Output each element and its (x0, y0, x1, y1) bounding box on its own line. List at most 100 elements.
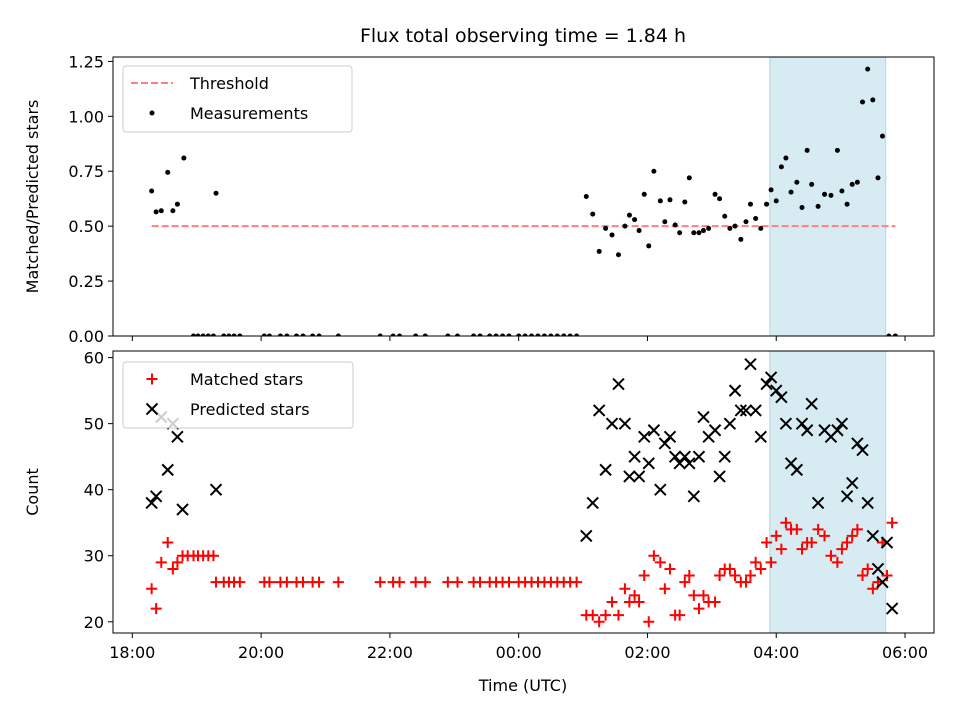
data-point (773, 198, 779, 204)
data-point (297, 576, 309, 588)
data-point (780, 517, 792, 529)
data-point (281, 576, 293, 588)
data-point (548, 333, 554, 336)
data-point (146, 583, 158, 595)
data-point (629, 589, 641, 601)
data-point (623, 596, 635, 608)
data-point (867, 583, 879, 595)
data-point (149, 188, 155, 194)
data-point (471, 333, 477, 336)
data-point (732, 223, 738, 229)
shaded-interval (769, 351, 887, 633)
data-point (170, 208, 176, 214)
data-point (714, 570, 726, 582)
data-point (226, 333, 232, 336)
data-point (775, 543, 787, 555)
data-point (738, 236, 744, 242)
data-point (866, 529, 880, 543)
legend-swatch-marker (146, 373, 158, 385)
data-point (713, 470, 726, 483)
data-point (593, 616, 605, 628)
data-point (851, 523, 863, 535)
data-point (686, 175, 692, 181)
data-point (846, 476, 859, 490)
legend-swatch-marker (149, 110, 155, 116)
data-point (770, 530, 782, 542)
x-tick-label: 06:00 (882, 643, 928, 662)
data-point (261, 333, 267, 336)
y-tick-label: 1.25 (68, 52, 104, 71)
data-point (885, 602, 899, 615)
data-point (831, 556, 843, 568)
data-point (743, 219, 749, 225)
data-point (672, 222, 678, 228)
legend-label: Predicted stars (190, 400, 310, 419)
data-point (761, 537, 773, 549)
data-point (374, 576, 386, 588)
data-point (825, 550, 837, 562)
data-point (413, 333, 419, 336)
data-point (632, 470, 646, 483)
data-point (600, 609, 612, 621)
y-tick-label: 1.00 (68, 107, 104, 126)
data-point (822, 191, 828, 197)
data-point (583, 194, 589, 199)
data-point (642, 457, 655, 470)
data-point (886, 333, 892, 336)
data-point (811, 496, 825, 510)
data-point (854, 179, 860, 185)
data-point (846, 530, 858, 542)
data-point (870, 97, 876, 103)
legend-box (122, 361, 354, 429)
data-point (677, 230, 683, 236)
data-point (638, 570, 650, 582)
data-point (231, 333, 237, 336)
data-point (839, 188, 845, 194)
data-point (158, 208, 164, 214)
data-point (723, 417, 737, 430)
data-point (659, 583, 671, 595)
data-point (332, 576, 344, 588)
data-point (747, 201, 753, 207)
data-point (586, 496, 599, 510)
data-point (648, 550, 660, 562)
y-axis-label: Matched/Predicted stars (23, 100, 42, 294)
data-point (658, 437, 672, 450)
data-point (554, 333, 560, 336)
data-point (794, 179, 800, 185)
data-point (806, 537, 818, 549)
data-point (618, 417, 632, 430)
series-measurements (149, 66, 898, 336)
data-point (700, 228, 706, 234)
data-point (775, 391, 788, 404)
data-point (210, 333, 216, 336)
data-point (313, 576, 325, 588)
y-tick-label: 60 (84, 349, 104, 368)
data-point (162, 537, 174, 549)
data-point (734, 404, 748, 417)
data-point (506, 333, 512, 336)
data-point (740, 576, 752, 588)
data-point (790, 463, 804, 477)
data-point (596, 248, 602, 254)
data-point (663, 430, 677, 444)
data-point (535, 333, 541, 336)
data-point (851, 437, 864, 450)
data-point (503, 576, 515, 588)
data-point (857, 570, 869, 582)
data-point (791, 523, 803, 535)
data-point (834, 147, 840, 153)
axes-frame (112, 350, 935, 634)
data-point (623, 470, 636, 483)
data-point (657, 198, 663, 204)
legend-label: Matched stars (190, 370, 303, 389)
series-matched-stars (146, 517, 898, 628)
bottom-panel: 20 30 40 50 60 18:00 20:00 22:00 00:00 02:00 04:00… (23, 349, 935, 662)
data-point (687, 490, 701, 503)
data-point (749, 404, 762, 417)
data-point (207, 550, 219, 562)
data-point (664, 563, 676, 575)
data-point (487, 333, 493, 336)
data-point (682, 199, 688, 205)
